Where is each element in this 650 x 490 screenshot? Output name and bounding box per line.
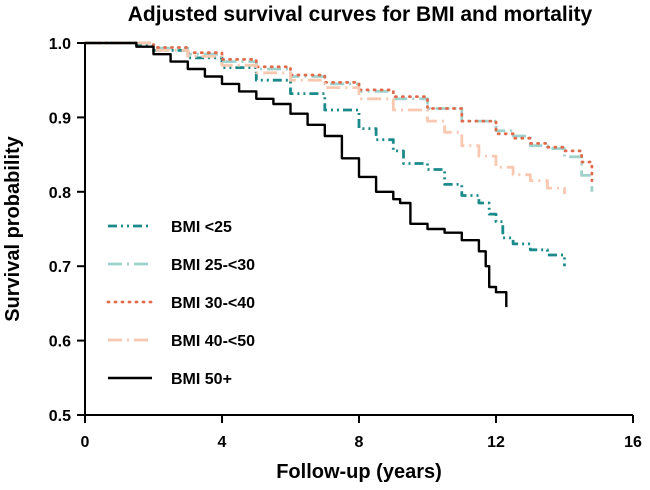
x-axis-label: Follow-up (years): [276, 461, 442, 483]
x-axis-ticks: 0 4 8 12 16: [81, 415, 642, 451]
x-tick-label: 4: [218, 434, 227, 451]
legend-label-1: BMI 25-<30: [171, 257, 255, 274]
legend-label-2: BMI 30-<40: [171, 295, 255, 312]
x-tick-label: 8: [355, 434, 364, 451]
y-tick-label: 0.7: [49, 259, 71, 276]
chart-title: Adjusted survival curves for BMI and mor…: [128, 3, 593, 26]
series-line-0: [85, 41, 566, 267]
series-line-2: [83, 41, 594, 182]
x-tick-label: 16: [624, 434, 642, 451]
series-line-4: [85, 41, 508, 308]
legend: BMI <25 BMI 25-<30 BMI 30-<40 BMI 40-<50 BMI…: [106, 219, 255, 388]
x-tick-label: 12: [487, 434, 505, 451]
y-tick-label: 0.8: [49, 185, 71, 202]
y-tick-label: 0.5: [49, 408, 71, 425]
legend-label-3: BMI 40-<50: [171, 333, 255, 350]
series-line-1: [85, 41, 594, 192]
y-tick-label: 0.6: [49, 334, 71, 351]
legend-label-0: BMI <25: [171, 219, 232, 236]
axes-layer: [84, 43, 633, 416]
x-tick-label: 0: [81, 434, 90, 451]
y-axis-ticks: 0.5 0.6 0.7 0.8 0.9 1.0: [49, 36, 85, 425]
series-line-3: [85, 41, 566, 194]
y-tick-label: 0.9: [49, 110, 71, 127]
legend-label-4: BMI 50+: [171, 371, 232, 388]
series-layer: [83, 41, 594, 308]
y-axis-label: Survival probability: [2, 135, 24, 321]
y-tick-label: 1.0: [49, 36, 71, 53]
